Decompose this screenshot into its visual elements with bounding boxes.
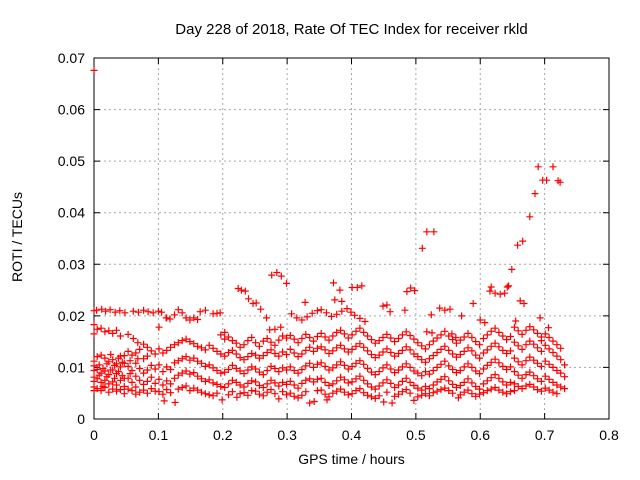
y-tick-label: 0.03 <box>58 256 85 272</box>
x-tick-label: 0.4 <box>342 427 362 443</box>
y-tick-label: 0.04 <box>58 205 85 221</box>
y-tick-label: 0.01 <box>58 359 85 375</box>
y-tick-label: 0.06 <box>58 102 85 118</box>
x-tick-label: 0.3 <box>277 427 297 443</box>
x-tick-label: 0.6 <box>471 427 491 443</box>
y-tick-label: 0.02 <box>58 308 85 324</box>
x-tick-label: 0.7 <box>535 427 555 443</box>
y-tick-label: 0 <box>77 411 85 427</box>
x-tick-label: 0 <box>90 427 98 443</box>
y-tick-label: 0.07 <box>58 50 85 66</box>
data-points <box>90 66 569 407</box>
plot-border <box>93 57 610 420</box>
chart-title: Day 228 of 2018, Rate Of TEC Index for r… <box>175 21 528 38</box>
grid-lines <box>94 58 609 419</box>
x-tick-label: 0.2 <box>213 427 233 443</box>
x-axis-label: GPS time / hours <box>298 451 405 467</box>
y-tick-label: 0.05 <box>58 153 85 169</box>
x-tick-label: 0.1 <box>149 427 169 443</box>
x-tick-label: 0.8 <box>599 427 619 443</box>
x-tick-label: 0.5 <box>406 427 426 443</box>
